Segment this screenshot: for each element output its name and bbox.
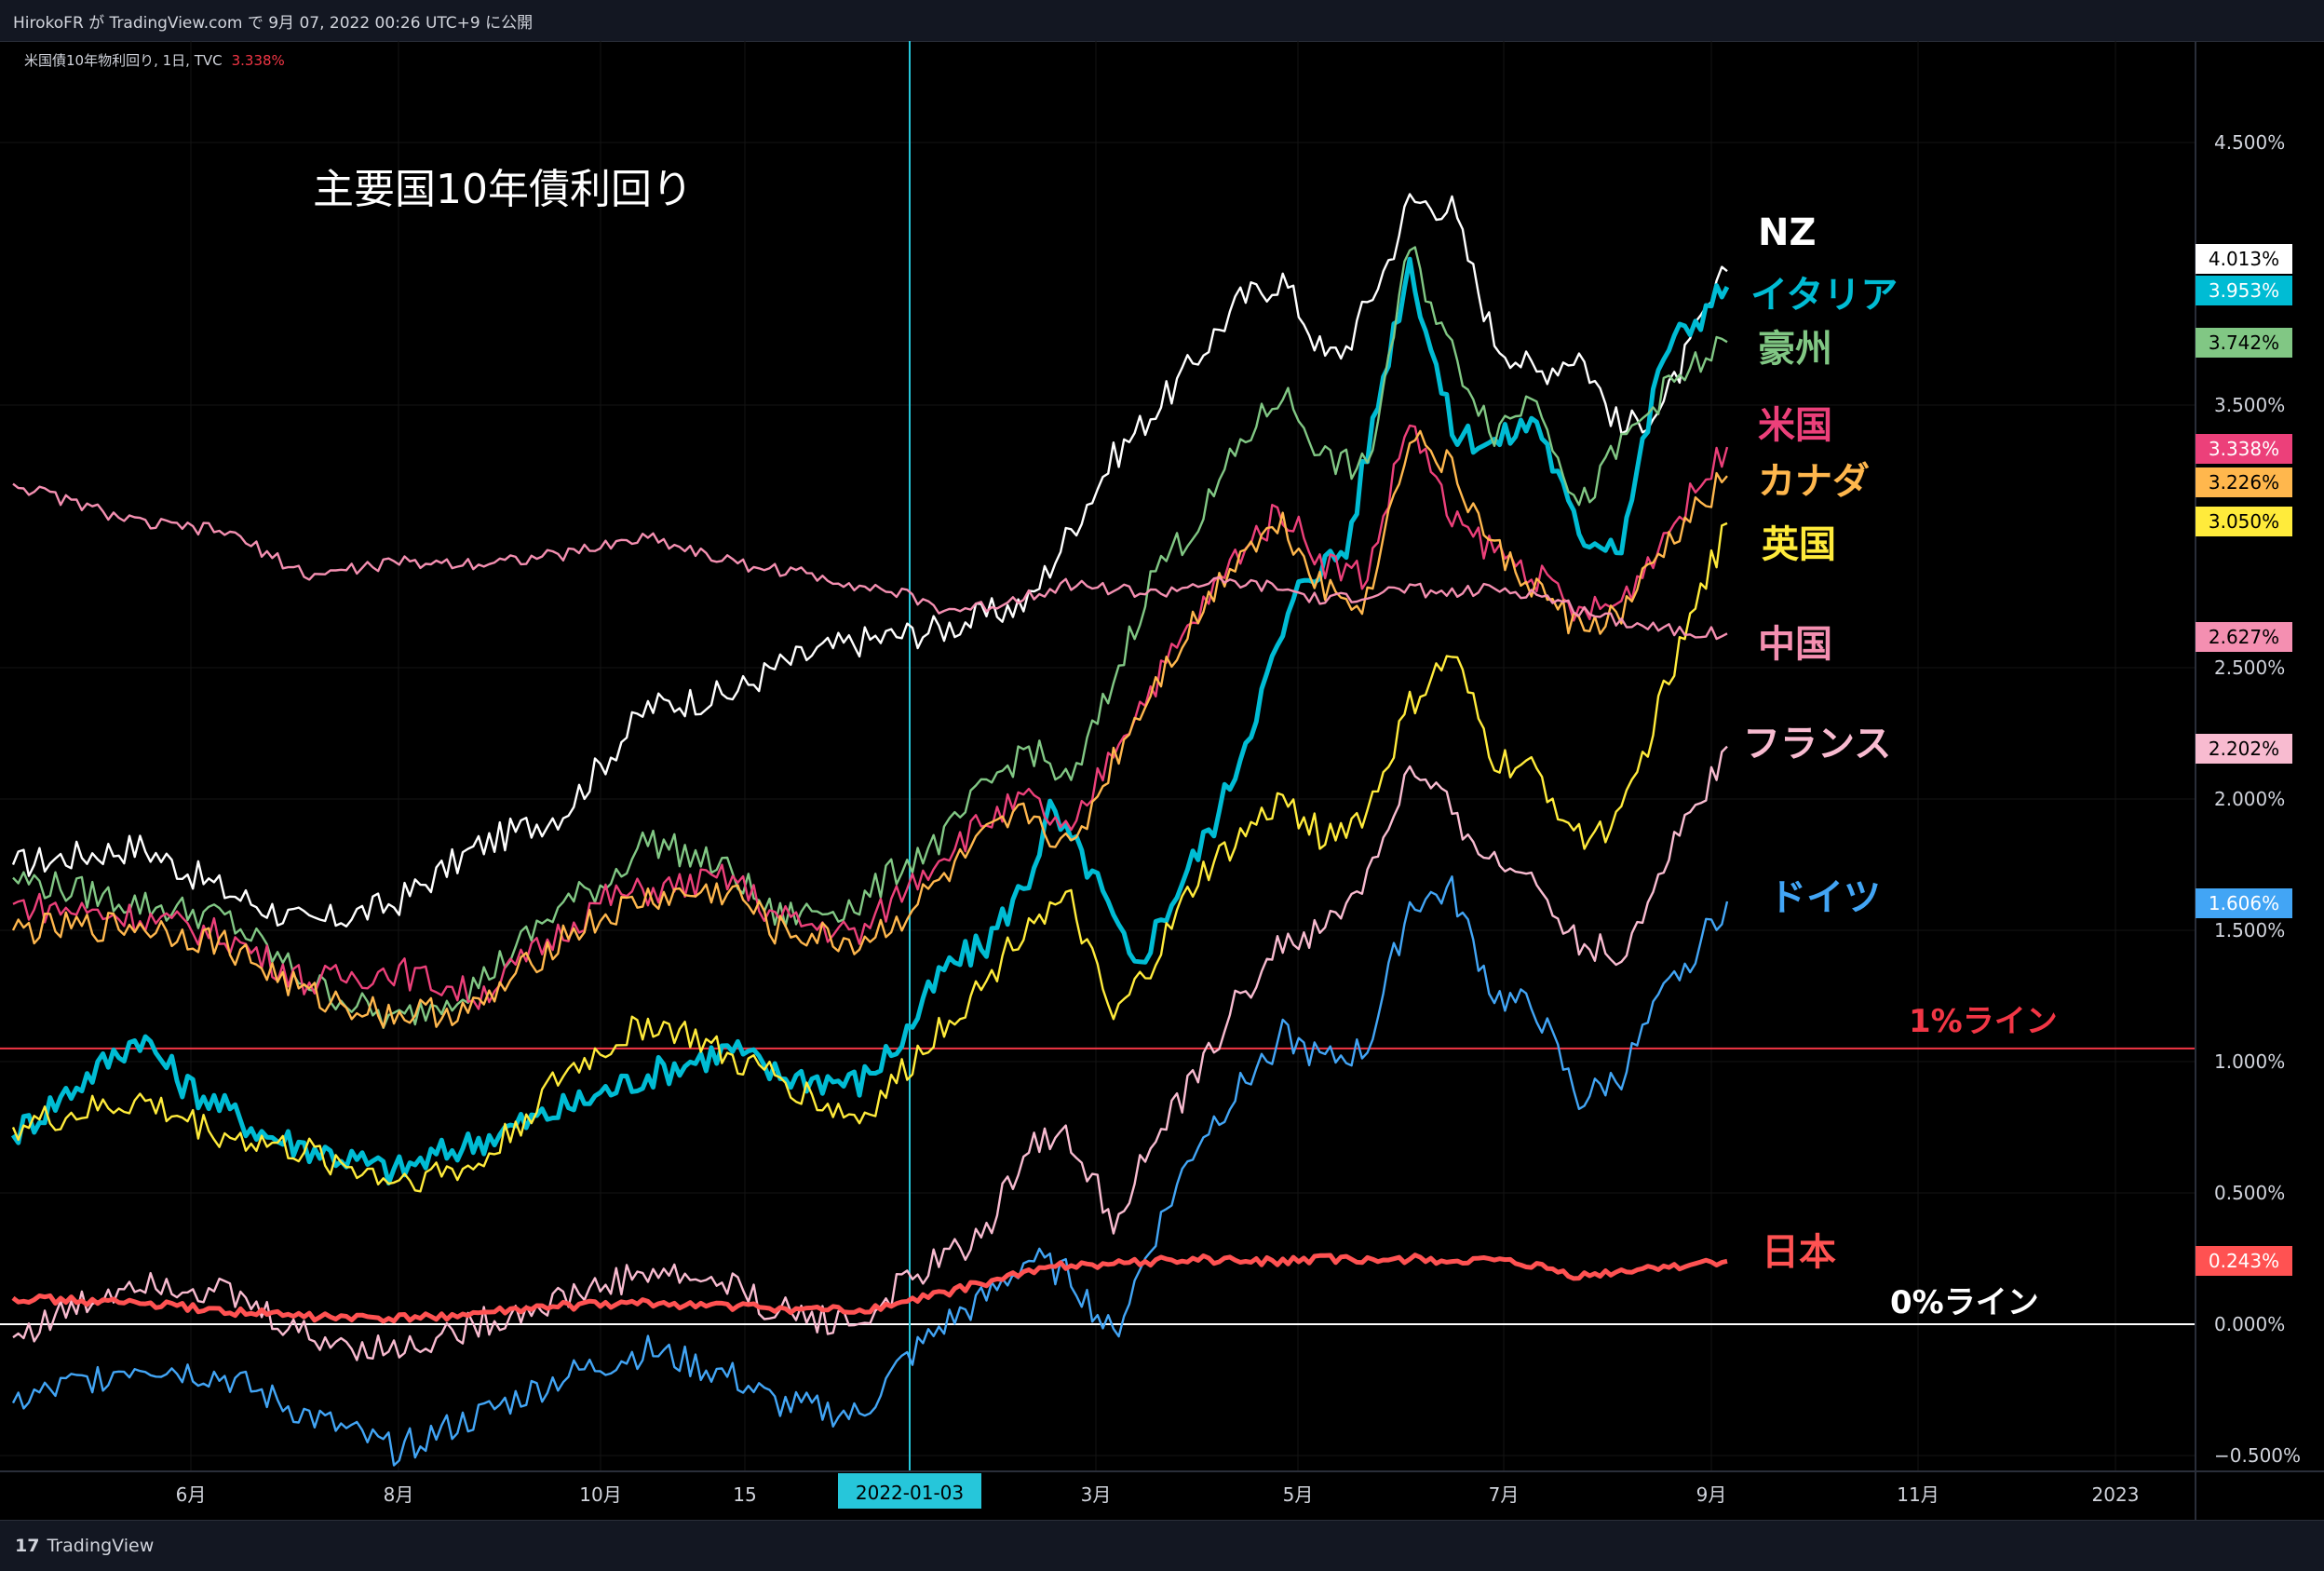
grid-lines — [0, 41, 2196, 1471]
y-tick-label: 4.500% — [2214, 131, 2285, 154]
last-value-text-4: 3.226% — [2209, 471, 2279, 494]
last-value-text-3: 3.338% — [2209, 438, 2279, 460]
top-bar: HirokoFR が TradingView.com で 9月 07, 2022… — [0, 0, 2324, 42]
series-label-9: 日本 — [1762, 1231, 1836, 1274]
series-line-9 — [11, 1253, 1728, 1324]
series-line-1 — [10, 256, 1730, 1186]
last-value-badge-0 — [2196, 244, 2292, 274]
last-value-badge-1 — [2196, 276, 2292, 305]
series-label-5: 英国 — [1762, 523, 1836, 566]
last-value-text-2: 3.742% — [2209, 332, 2279, 354]
reference-line-label: 1%ライン — [1909, 1003, 2058, 1040]
last-value-text-6: 2.627% — [2209, 626, 2279, 648]
last-value-badge-7 — [2196, 734, 2292, 764]
last-value-badge-8 — [2196, 888, 2292, 918]
y-tick-label: −0.500% — [2214, 1444, 2301, 1467]
y-tick-label: 1.500% — [2214, 919, 2285, 941]
reference-lines: 1%ライン 0%ライン — [0, 1003, 2196, 1325]
series-line-4 — [11, 429, 1728, 1029]
publish-info: HirokoFR が TradingView.com で 9月 07, 2022… — [13, 14, 534, 33]
series-line-6 — [12, 482, 1728, 641]
x-tick-label: 10月 — [579, 1483, 621, 1506]
symbol-legend[interactable]: 米国債10年物利回り, 1日, TVC 3.338% — [24, 50, 285, 70]
brand-name: TradingView — [47, 1536, 155, 1556]
symbol-info: 米国債10年物利回り, 1日, TVC — [24, 52, 223, 69]
price-axis: 4.500% 3.500% 2.500% 2.000% 1.500% 1.000% 0.50… — [2214, 131, 2301, 1467]
last-value-badge-6 — [2196, 622, 2292, 652]
bottom-bar: 17 TradingView — [0, 1520, 2324, 1571]
last-value-badge-2 — [2196, 328, 2292, 358]
x-tick-label: 6月 — [176, 1483, 207, 1506]
series-label-4: カナダ — [1758, 460, 1870, 503]
x-tick-label: 11月 — [1897, 1483, 1939, 1506]
x-tick-label: 15 — [733, 1483, 756, 1506]
series-label-3: 米国 — [1758, 404, 1832, 447]
chart-title: 主要国10年債利回り — [313, 166, 693, 213]
crosshair-date-label: 2022-01-03 — [856, 1482, 964, 1504]
last-value-badges: 4.013% 3.953% 3.742% 3.338% 3.226% 3.050% 2.62… — [2196, 244, 2292, 1276]
x-tick-label: 5月 — [1283, 1483, 1314, 1506]
series-line-0 — [11, 193, 1728, 928]
last-value-badge-4 — [2196, 467, 2292, 497]
y-tick-label: 1.000% — [2214, 1050, 2285, 1073]
series-label-8: ドイツ — [1769, 876, 1881, 919]
x-tick-label: 3月 — [1081, 1483, 1112, 1506]
symbol-value: 3.338% — [231, 52, 285, 69]
y-tick-label: 0.500% — [2214, 1182, 2285, 1204]
reference-line-label: 0%ライン — [1890, 1284, 2039, 1321]
tv-logo-glyph: 17 — [15, 1536, 40, 1556]
series-label-7: フランス — [1743, 723, 1891, 765]
series-line-2 — [12, 246, 1728, 1030]
series-line-7 — [12, 745, 1728, 1361]
last-value-text-5: 3.050% — [2209, 510, 2279, 533]
series-line-3 — [12, 424, 1729, 1010]
series-label-6: 中国 — [1758, 623, 1832, 666]
y-tick-label: 2.500% — [2214, 657, 2285, 679]
series-group — [10, 193, 1730, 1467]
series-line-8 — [11, 875, 1729, 1467]
series-label-0: NZ — [1758, 211, 1816, 254]
time-axis: 6月 8月 10月 15 3月 5月 7月 9月 11月 2023 2022-01-03 — [176, 1473, 2140, 1509]
tradingview-logo[interactable]: 17 TradingView — [15, 1536, 154, 1556]
last-value-text-9: 0.243% — [2209, 1250, 2279, 1272]
x-tick-label: 2023 — [2092, 1483, 2140, 1506]
x-tick-label: 7月 — [1489, 1483, 1520, 1506]
y-tick-label: 2.000% — [2214, 788, 2285, 810]
last-value-text-8: 1.606% — [2209, 892, 2279, 914]
crosshair-date-badge — [838, 1473, 981, 1509]
x-tick-label: 8月 — [384, 1483, 414, 1506]
last-value-text-1: 3.953% — [2209, 279, 2279, 302]
last-value-text-7: 2.202% — [2209, 738, 2279, 760]
last-value-badge-3 — [2196, 434, 2292, 464]
x-tick-label: 9月 — [1696, 1483, 1727, 1506]
last-value-badge-9 — [2196, 1246, 2292, 1276]
series-line-5 — [11, 521, 1728, 1193]
last-value-badge-5 — [2196, 507, 2292, 536]
series-label-2: 豪州 — [1758, 328, 1832, 371]
y-tick-label: 3.500% — [2214, 394, 2285, 416]
y-tick-label: 0.000% — [2214, 1313, 2285, 1335]
series-label-1: イタリア — [1750, 274, 1898, 317]
last-value-text-0: 4.013% — [2209, 248, 2279, 270]
